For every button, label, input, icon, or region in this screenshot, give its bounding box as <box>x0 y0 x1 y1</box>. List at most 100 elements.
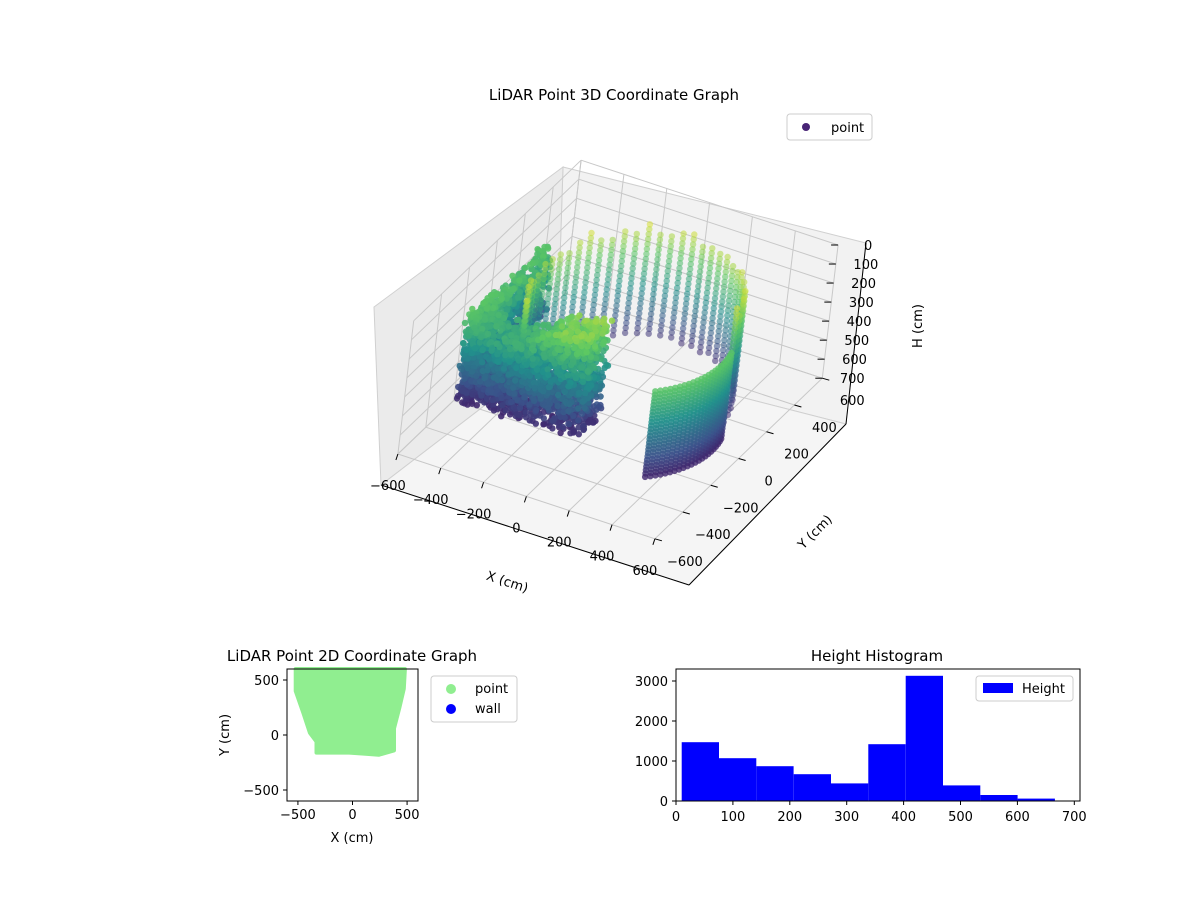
chart3d-ylabel: Y (cm) <box>795 512 836 553</box>
point-3d <box>680 230 687 237</box>
point-3d <box>484 366 491 374</box>
y-tick-label: 400 <box>812 421 837 436</box>
point-3d <box>497 327 504 334</box>
chart2d-y-tick-label: 500 <box>254 674 279 689</box>
point-3d <box>572 374 579 382</box>
point-3d <box>506 345 514 353</box>
point-3d <box>510 384 517 392</box>
point-3d <box>598 237 605 244</box>
point-3d <box>584 343 591 350</box>
point-3d <box>594 266 601 274</box>
chart2d-title: LiDAR Point 2D Coordinate Graph <box>227 647 477 665</box>
point-3d <box>679 235 687 242</box>
point-3d <box>529 355 536 363</box>
point-3d <box>557 429 564 437</box>
point-3d <box>515 357 522 364</box>
point-3d <box>681 315 688 322</box>
point-3d <box>675 269 683 277</box>
point-3d <box>594 271 601 279</box>
point-3d <box>678 340 685 347</box>
point-3d <box>479 346 486 354</box>
grid3d-left-y-line <box>453 267 470 401</box>
point-3d <box>684 290 691 297</box>
point-3d <box>584 259 592 266</box>
point-3d <box>484 381 492 388</box>
z-axis-line <box>845 242 867 425</box>
point-3d <box>629 265 636 272</box>
point-3d <box>642 255 649 263</box>
point-3d <box>589 419 597 426</box>
point-3d <box>567 430 574 437</box>
point-3d <box>698 339 705 346</box>
point-3d <box>516 288 524 296</box>
chart2d-xlabel: X (cm) <box>331 831 374 846</box>
point-3d <box>469 305 476 313</box>
point-3d <box>636 310 643 317</box>
point-3d <box>513 364 520 372</box>
point-3d <box>641 265 648 272</box>
point-3d <box>512 377 519 384</box>
point-3d <box>597 242 604 249</box>
point-3d <box>503 295 510 302</box>
chart3d-legend-label: point <box>831 121 864 136</box>
point-3d <box>498 295 505 302</box>
point-3d <box>639 280 646 287</box>
x-tick-label: 0 <box>512 521 520 536</box>
point-3d <box>565 383 572 390</box>
point-3d <box>669 324 676 331</box>
point-3d <box>561 363 568 370</box>
point-3d <box>561 294 568 301</box>
point-3d <box>587 239 594 247</box>
point-3d <box>615 282 622 290</box>
hist-bar <box>681 742 719 801</box>
point-3d <box>622 324 629 332</box>
point-3d <box>665 258 673 265</box>
point-3d <box>514 294 522 301</box>
point-3d <box>529 361 536 368</box>
grid3d-left-z-line <box>411 178 580 341</box>
point-3d <box>559 309 566 316</box>
chart2d-legend-marker-wall <box>446 704 456 714</box>
point-3d <box>490 407 498 414</box>
point-3d <box>484 330 492 338</box>
point-3d <box>547 275 554 283</box>
point-3d <box>706 269 713 277</box>
point-3d <box>540 388 547 395</box>
point-3d <box>644 240 651 248</box>
point-3d <box>460 340 467 347</box>
point-3d <box>583 269 590 276</box>
point-3d <box>453 395 461 402</box>
point-3d <box>498 413 505 420</box>
point-3d <box>569 298 577 306</box>
point-3d <box>515 411 523 418</box>
point-3d <box>649 295 657 303</box>
point-3d <box>608 241 616 249</box>
point-3d <box>574 264 581 271</box>
point-3d <box>664 272 671 280</box>
point-3d <box>548 261 556 268</box>
grid3d-left-y-line <box>425 293 443 428</box>
z-tick-label: 500 <box>844 334 869 349</box>
point-3d <box>644 235 652 243</box>
point-3d <box>676 265 683 272</box>
point-3d <box>652 276 659 283</box>
point-3d <box>602 296 609 303</box>
point-3d <box>579 398 586 405</box>
point-3d <box>659 312 666 319</box>
point-3d <box>593 406 600 413</box>
point-3d <box>513 307 521 315</box>
x-tick-label: −400 <box>413 493 449 508</box>
point-3d <box>613 302 620 309</box>
point-3d <box>631 245 639 252</box>
point-3d <box>656 241 663 248</box>
point-3d <box>645 330 652 337</box>
point-3d <box>673 289 680 297</box>
point-3d <box>612 312 619 319</box>
point-3d <box>697 263 704 270</box>
point-3d <box>626 290 633 297</box>
point-3d <box>668 238 675 245</box>
point-3d <box>646 221 654 228</box>
point-3d <box>623 314 630 322</box>
point-3d <box>537 305 544 312</box>
